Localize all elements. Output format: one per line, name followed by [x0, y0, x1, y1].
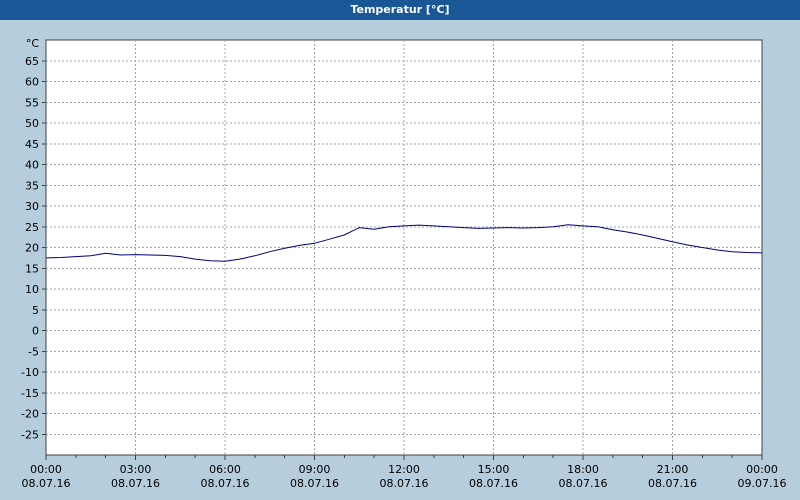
- y-tick-label: -15: [21, 387, 39, 400]
- window-title-bar[interactable]: Temperatur [°C]: [0, 0, 800, 20]
- x-tick-date-label: 08.07.16: [469, 477, 518, 490]
- x-tick-date-label: 08.07.16: [22, 477, 71, 490]
- x-tick-date-label: 08.07.16: [559, 477, 608, 490]
- x-tick-time-label: 06:00: [209, 463, 241, 476]
- x-tick-time-label: 09:00: [299, 463, 331, 476]
- x-tick-date-label: 08.07.16: [290, 477, 339, 490]
- y-tick-label: 45: [25, 138, 39, 151]
- y-tick-label: 10: [25, 283, 39, 296]
- y-tick-label: 15: [25, 262, 39, 275]
- y-tick-label: -5: [28, 345, 39, 358]
- x-tick-date-label: 08.07.16: [201, 477, 250, 490]
- y-tick-label: -25: [21, 428, 39, 441]
- y-tick-label: 20: [25, 242, 39, 255]
- y-tick-label: 65: [25, 55, 39, 68]
- y-tick-label: 25: [25, 221, 39, 234]
- y-tick-label: 35: [25, 179, 39, 192]
- temperature-chart: 65605550454035302520151050-5-10-15-20-25…: [21, 37, 787, 490]
- y-tick-label: -20: [21, 408, 39, 421]
- y-tick-label: 30: [25, 200, 39, 213]
- x-tick-date-label: 08.07.16: [648, 477, 697, 490]
- y-tick-label: 0: [32, 325, 39, 338]
- x-tick-time-label: 21:00: [657, 463, 689, 476]
- y-tick-label: 40: [25, 159, 39, 172]
- x-tick-time-label: 00:00: [30, 463, 62, 476]
- y-tick-label: 50: [25, 117, 39, 130]
- y-tick-label: -10: [21, 366, 39, 379]
- x-tick-date-label: 09.07.16: [738, 477, 787, 490]
- series-line-temperatur: [45, 224, 763, 262]
- y-axis-unit-label: °C: [26, 37, 40, 50]
- y-tick-label: 5: [32, 304, 39, 317]
- x-tick-time-label: 12:00: [388, 463, 420, 476]
- window-title: Temperatur [°C]: [350, 3, 450, 16]
- x-tick-date-label: 08.07.16: [380, 477, 429, 490]
- x-tick-time-label: 15:00: [478, 463, 510, 476]
- x-tick-time-label: 18:00: [567, 463, 599, 476]
- y-tick-label: 55: [25, 96, 39, 109]
- x-tick-date-label: 08.07.16: [111, 477, 160, 490]
- x-tick-time-label: 00:00: [746, 463, 778, 476]
- y-tick-label: 60: [25, 76, 39, 89]
- chart-container: 65 60 55 50 45 40 35 30 25 20 15 10 5 0 -5 -10 -15 -20 -25…: [0, 20, 800, 500]
- x-tick-time-label: 03:00: [120, 463, 152, 476]
